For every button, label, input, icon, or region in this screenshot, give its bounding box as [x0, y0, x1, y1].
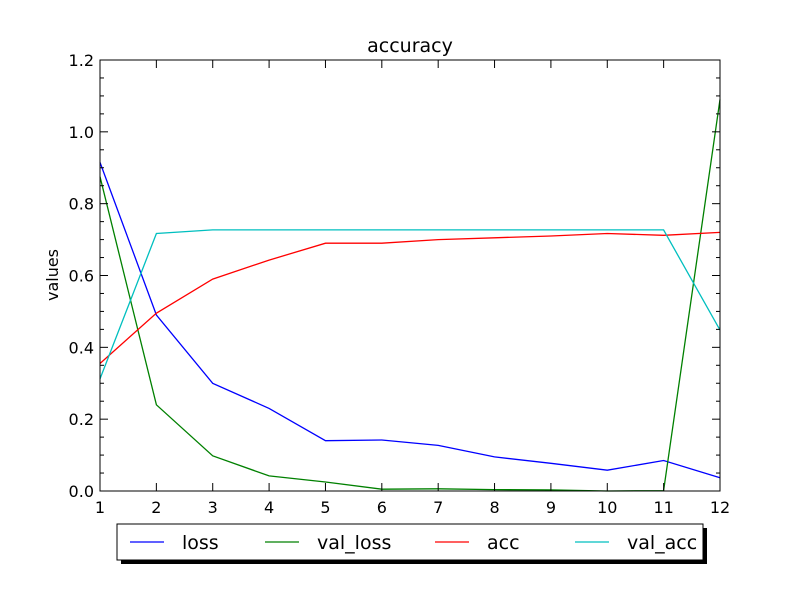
x-tick-label-1: 1 — [95, 498, 105, 517]
legend-label-val-acc: val_acc — [627, 532, 697, 554]
series-line-val-acc — [99, 229, 721, 380]
x-tick-label-5: 5 — [320, 498, 330, 517]
y-tick-label-5: 1.0 — [69, 123, 94, 142]
x-tick-labels: 1 2 3 4 5 6 7 8 9 10 11 12 — [95, 498, 730, 517]
legend-label-loss: loss — [182, 532, 219, 554]
axis-ticks — [99, 59, 721, 492]
y-tick-label-4: 0.8 — [69, 195, 94, 214]
x-tick-label-7: 7 — [433, 498, 443, 517]
series-line-loss — [99, 162, 721, 479]
series-line-acc — [99, 231, 721, 364]
y-tick-label-6: 1.2 — [69, 51, 94, 70]
y-tick-label-1: 0.2 — [69, 410, 94, 429]
x-tick-label-10: 10 — [597, 498, 617, 517]
plot-frame — [99, 59, 721, 492]
series-line-val-loss — [99, 99, 721, 492]
x-tick-label-11: 11 — [653, 498, 673, 517]
x-tick-label-4: 4 — [264, 498, 274, 517]
y-tick-label-0: 0.0 — [69, 482, 94, 501]
legend-label-val-loss: val_loss — [317, 532, 391, 554]
legend-item-val-loss: val_loss — [265, 532, 391, 554]
x-tick-label-6: 6 — [377, 498, 387, 517]
x-tick-label-9: 9 — [546, 498, 556, 517]
y-tick-labels: 0.0 0.2 0.4 0.6 0.8 1.0 1.2 — [69, 51, 94, 501]
y-tick-label-3: 0.6 — [69, 267, 94, 286]
legend-item-val-acc: val_acc — [575, 532, 697, 554]
series-lines — [99, 99, 721, 492]
legend-label-acc: acc — [487, 532, 520, 554]
legend-items: loss val_loss acc val_acc — [130, 532, 697, 554]
x-tick-label-8: 8 — [489, 498, 499, 517]
chart-title: accuracy — [367, 35, 453, 57]
y-tick-label-2: 0.4 — [69, 338, 94, 357]
legend: loss val_loss acc val_acc — [116, 523, 707, 564]
legend-item-loss: loss — [130, 532, 219, 554]
x-tick-label-12: 12 — [710, 498, 730, 517]
x-tick-label-2: 2 — [151, 498, 161, 517]
y-axis-label: values — [43, 249, 62, 301]
legend-item-acc: acc — [435, 532, 520, 554]
x-tick-label-3: 3 — [208, 498, 218, 517]
